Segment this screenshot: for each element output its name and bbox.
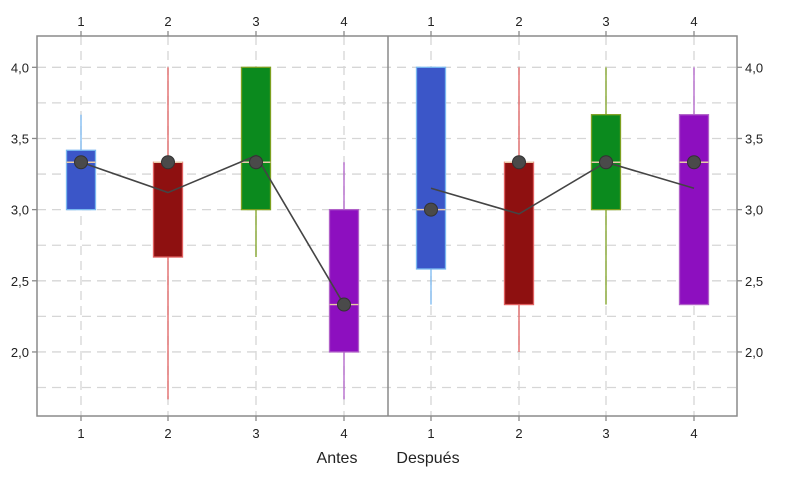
plot-frame: [36, 35, 738, 417]
y-tick-label-left: 3,0: [11, 203, 29, 218]
x-tick-label-top: 3: [252, 14, 259, 29]
group-label-antes: Antes: [317, 450, 358, 467]
x-tick-label-top: 3: [602, 14, 609, 29]
box-4: [678, 114, 710, 306]
y-tick-label-right: 2,5: [745, 274, 763, 289]
x-tick-label-bottom: 1: [427, 426, 434, 441]
axes: 2,0 2,0 2,5 2,5 3,0 3,0 3,5 3,5 4,0 4,0 1 1 2 2 3 3 4 4 1 1…: [11, 14, 763, 441]
mean-marker: [687, 155, 701, 170]
box-1: [65, 149, 97, 211]
x-tick-label-top: 1: [77, 14, 84, 29]
mean-marker: [512, 155, 526, 170]
y-tick-label-right: 2,0: [745, 345, 763, 360]
x-tick-label-top: 2: [164, 14, 171, 29]
y-tick-label-left: 3,5: [11, 131, 29, 146]
box-3: [240, 66, 272, 211]
x-tick-label-top: 4: [340, 14, 347, 29]
x-tick-label-bottom: 3: [602, 426, 609, 441]
y-tick-label-right: 3,0: [745, 203, 763, 218]
x-tick-label-top: 1: [427, 14, 434, 29]
group-label-despues: Después: [396, 450, 459, 467]
mean-marker: [161, 155, 175, 170]
box-1: [415, 66, 447, 270]
frame-border: [36, 35, 738, 417]
x-tick-label-top: 2: [515, 14, 522, 29]
mean-connect-line: [80, 154, 345, 305]
box-4: [328, 208, 360, 353]
box-2: [152, 161, 184, 258]
mean-marker: [599, 155, 613, 170]
y-tick-label-left: 2,5: [11, 274, 29, 289]
mean-marker: [249, 155, 263, 170]
mean-marker: [424, 202, 438, 217]
x-tick-label-bottom: 1: [77, 426, 84, 441]
x-tick-label-bottom: 4: [690, 426, 697, 441]
x-tick-label-bottom: 2: [164, 426, 171, 441]
mean-marker: [337, 297, 351, 312]
x-tick-label-top: 4: [690, 14, 697, 29]
panels: [65, 66, 710, 400]
box-2: [503, 161, 535, 306]
x-tick-label-bottom: 2: [515, 426, 522, 441]
y-tick-label-right: 4,0: [745, 60, 763, 75]
panel-antes: [65, 66, 360, 400]
mean-marker: [74, 155, 88, 170]
y-tick-label-right: 3,5: [745, 131, 763, 146]
mean-connect-line: [430, 161, 695, 215]
x-tick-label-bottom: 4: [340, 426, 347, 441]
y-tick-label-left: 2,0: [11, 345, 29, 360]
x-tick-label-bottom: 3: [252, 426, 259, 441]
grid: [37, 36, 737, 416]
panel-despues: [415, 66, 710, 352]
y-tick-label-left: 4,0: [11, 60, 29, 75]
